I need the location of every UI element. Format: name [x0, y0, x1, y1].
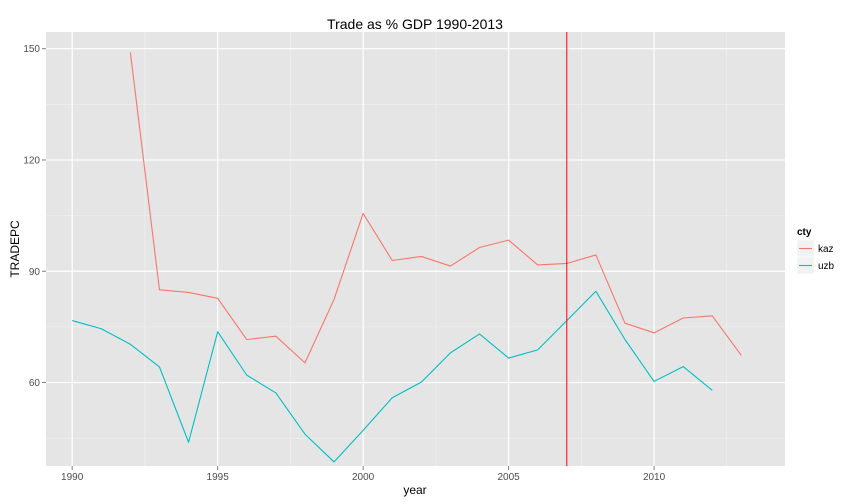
legend-label-kaz: kaz	[818, 244, 834, 255]
y-tick-label: 90	[29, 267, 41, 278]
series-line-uzb	[72, 290, 713, 463]
x-tick-label: 2000	[352, 472, 375, 483]
y-tick-label: 150	[23, 44, 40, 55]
x-tick-label: 2010	[643, 472, 666, 483]
plot-panel	[46, 32, 785, 466]
legend: cty kaz uzb	[796, 227, 835, 275]
x-axis-ticks: 1990 1995 2000 2005 2010	[61, 466, 666, 483]
series-lines	[72, 52, 742, 463]
chart-title: Trade as % GDP 1990-2013	[327, 16, 503, 32]
y-tick-label: 60	[29, 378, 41, 389]
x-tick-label: 2005	[497, 472, 520, 483]
x-axis-title: year	[403, 483, 426, 497]
legend-label-uzb: uzb	[818, 261, 835, 272]
minor-gridlines	[46, 32, 785, 466]
series-line-kaz	[129, 52, 742, 364]
y-axis-ticks: 60 90 120 150	[23, 44, 46, 389]
legend-items: kaz uzb	[796, 239, 835, 275]
major-gridlines	[46, 32, 785, 466]
x-tick-label: 1990	[61, 472, 84, 483]
y-tick-label: 120	[23, 155, 40, 166]
legend-title: cty	[797, 227, 812, 238]
x-tick-label: 1995	[207, 472, 230, 483]
y-axis-title: TRADEPC	[8, 220, 22, 278]
